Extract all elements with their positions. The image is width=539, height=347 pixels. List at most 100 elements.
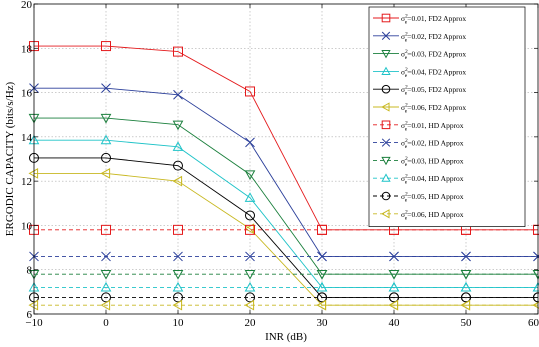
y-tick-label: 6	[27, 309, 33, 321]
x-tick-label: 0	[103, 317, 109, 329]
circle-marker	[317, 292, 327, 303]
triangle-up-marker	[381, 66, 391, 75]
square-marker	[173, 46, 183, 57]
x-tick-label: 20	[245, 317, 257, 329]
square-marker	[101, 224, 111, 235]
legend-label: σ2 e=0.04, FD2 Approx	[401, 67, 466, 79]
triangle-left-marker	[388, 299, 399, 311]
legend-label: σ2 e=0.03, FD2 Approx	[401, 49, 466, 61]
triangle-up-marker	[244, 281, 256, 292]
series-10	[29, 292, 539, 303]
grid	[34, 4, 538, 314]
triangle-left-marker	[100, 299, 111, 311]
x-tick-label: 50	[461, 317, 473, 329]
legend-label: σ2 e=0.03, HD Approx	[401, 156, 464, 168]
triangle-up-marker	[381, 173, 391, 182]
triangle-left-marker	[532, 301, 539, 309]
y-tick-label: 12	[21, 176, 32, 188]
square-marker	[245, 86, 255, 97]
triangle-left-marker	[316, 299, 327, 311]
legend-entry: σ2 e=0.05, FD2 Approx	[373, 85, 466, 97]
square-marker	[317, 224, 327, 235]
triangle-down-marker	[316, 270, 328, 280]
legend-entry: σ2 e=0.02, FD2 Approx	[373, 31, 466, 43]
triangle-up-marker	[244, 192, 256, 202]
legend-label: σ2 e=0.04, HD Approx	[401, 174, 464, 186]
triangle-up-marker	[100, 134, 112, 145]
triangle-up-marker	[460, 281, 472, 292]
y-tick-label: 18	[21, 43, 33, 55]
legend-label: σ2 e=0.05, HD Approx	[401, 192, 464, 204]
x-marker	[173, 89, 183, 100]
triangle-up-marker	[172, 141, 184, 151]
x-marker	[245, 251, 255, 262]
legend-label: σ2 e=0.01, FD2 Approx	[401, 14, 466, 26]
circle-marker	[101, 152, 111, 163]
square-marker	[101, 41, 111, 52]
triangle-left-marker	[381, 209, 390, 219]
triangle-up-marker	[100, 281, 112, 292]
triangle-down-marker	[381, 50, 391, 59]
legend-entry: σ2 e=0.04, HD Approx	[373, 173, 464, 186]
triangle-left-marker	[244, 299, 255, 311]
y-tick-label: 8	[27, 265, 33, 277]
legend-label: σ2 e=0.06, HD Approx	[401, 209, 464, 221]
triangle-down-marker	[100, 270, 112, 280]
legend-entry: σ2 e=0.03, FD2 Approx	[373, 49, 466, 61]
triangle-up-marker	[316, 281, 328, 292]
triangle-left-marker	[381, 102, 390, 112]
legend-entry: σ2 e=0.04, FD2 Approx	[373, 66, 466, 79]
triangle-down-marker	[460, 270, 472, 280]
triangle-down-marker	[172, 270, 184, 280]
legend-entry: σ2 e=0.01, FD2 Approx	[373, 14, 466, 26]
triangle-left-marker	[100, 168, 111, 179]
legend-entry: σ2 e=0.02, HD Approx	[373, 138, 464, 150]
legend-entry: σ2 e=0.05, HD Approx	[373, 192, 464, 204]
circle-marker	[245, 210, 255, 221]
x-marker	[101, 83, 111, 93]
legend-entry: σ2 e=0.06, HD Approx	[373, 209, 464, 221]
axis-ticks: −10 0 10 20 30 40 50 60 6 8 10 12 14 16 18 20	[21, 0, 539, 329]
triangle-left-marker	[244, 223, 255, 235]
circle-marker	[173, 160, 183, 171]
square-marker	[381, 13, 391, 23]
x-marker	[461, 251, 471, 262]
circle-marker	[461, 292, 471, 303]
square-marker	[245, 224, 255, 235]
triangle-left-marker	[28, 168, 39, 179]
x-tick-label: 40	[389, 317, 401, 329]
y-tick-label: 10	[21, 220, 33, 232]
legend-label: σ2 e=0.01, HD Approx	[401, 120, 464, 132]
triangle-left-marker	[172, 299, 183, 311]
circle-marker	[101, 292, 111, 303]
legend-label: σ2 e=0.02, FD2 Approx	[401, 31, 466, 43]
x-marker	[173, 251, 183, 262]
triangle-left-marker	[460, 299, 471, 311]
x-tick-label: 10	[173, 317, 185, 329]
triangle-down-marker	[100, 113, 112, 124]
triangle-down-marker	[388, 270, 400, 280]
circle-marker	[245, 292, 255, 303]
y-tick-label: 16	[21, 88, 33, 100]
square-marker	[381, 120, 391, 130]
y-axis-label: ERGODIC CAPACITY (bits/s/Hz)	[4, 81, 16, 236]
x-marker	[317, 251, 327, 262]
series-9	[28, 281, 539, 292]
x-marker	[245, 137, 255, 148]
circle-marker	[173, 292, 183, 303]
triangle-down-marker	[172, 120, 184, 131]
triangle-left-marker	[172, 175, 183, 187]
legend: σ2 e=0.01, FD2 Approx σ2 e=0.02, FD2 Approx…	[368, 6, 526, 227]
circle-marker	[389, 292, 399, 303]
x-tick-label: −10	[25, 317, 43, 329]
triangle-up-marker	[172, 281, 184, 292]
x-marker	[389, 251, 399, 262]
x-axis-label: INR (dB)	[265, 331, 307, 343]
y-tick-label: 14	[21, 132, 33, 144]
legend-box	[368, 6, 526, 227]
plot-frame	[33, 3, 539, 315]
triangle-left-marker	[28, 299, 39, 311]
legend-label: σ2 e=0.06, FD2 Approx	[401, 103, 466, 115]
legend-entry: σ2 e=0.06, FD2 Approx	[373, 102, 466, 115]
circle-marker	[381, 191, 391, 201]
